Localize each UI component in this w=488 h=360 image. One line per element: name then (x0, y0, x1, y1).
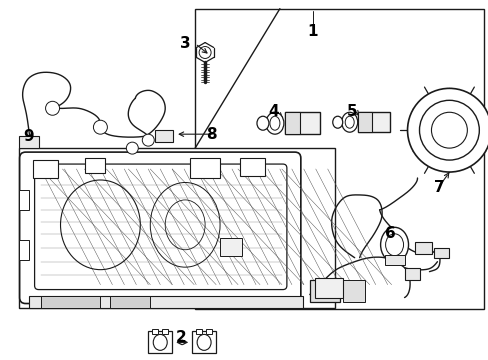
Bar (19, 190, 29, 210)
Ellipse shape (153, 334, 167, 350)
Bar (19, 136, 39, 148)
Bar (357, 112, 371, 132)
Bar (342, 280, 364, 302)
Bar (285, 112, 299, 134)
Bar (192, 332, 216, 353)
Ellipse shape (256, 116, 268, 130)
Text: 8: 8 (205, 127, 216, 141)
Bar (162, 329, 168, 334)
Bar (33, 160, 58, 178)
Bar (404, 268, 420, 280)
Ellipse shape (197, 334, 211, 350)
FancyBboxPatch shape (20, 152, 300, 303)
Bar (85, 158, 105, 173)
Bar (190, 158, 220, 178)
Circle shape (126, 142, 138, 154)
FancyBboxPatch shape (35, 164, 286, 289)
Text: 9: 9 (23, 130, 34, 144)
Circle shape (142, 134, 154, 146)
Ellipse shape (265, 112, 284, 134)
Bar (314, 278, 342, 298)
Bar (19, 148, 334, 307)
Text: 3: 3 (179, 36, 190, 51)
Bar (152, 329, 158, 334)
Ellipse shape (341, 112, 357, 132)
Bar (155, 130, 173, 142)
Bar (148, 332, 172, 353)
Text: 2: 2 (175, 330, 186, 345)
Bar (384, 255, 404, 265)
Bar (309, 280, 339, 302)
Bar (29, 296, 302, 307)
Bar (196, 329, 202, 334)
Circle shape (93, 120, 107, 134)
Bar (195, 9, 483, 310)
Bar (357, 112, 389, 132)
Bar (41, 296, 100, 307)
Ellipse shape (332, 116, 342, 128)
Circle shape (407, 88, 488, 172)
Circle shape (45, 101, 60, 115)
Bar (110, 296, 150, 307)
Bar (414, 242, 431, 254)
Bar (220, 238, 242, 256)
Text: 7: 7 (433, 180, 444, 195)
Ellipse shape (380, 227, 407, 262)
Text: 5: 5 (346, 104, 356, 120)
Bar (285, 112, 319, 134)
Text: 4: 4 (268, 104, 279, 120)
Bar (240, 158, 264, 176)
Bar (433, 248, 448, 258)
Bar (19, 240, 29, 260)
Text: 1: 1 (307, 24, 317, 39)
Text: 6: 6 (385, 226, 395, 241)
Bar (205, 329, 212, 334)
